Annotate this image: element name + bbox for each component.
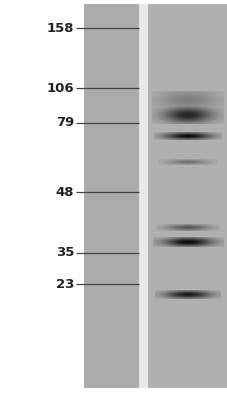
- Text: 23: 23: [56, 278, 74, 290]
- Bar: [84, 4, 138, 388]
- Text: 158: 158: [47, 22, 74, 34]
- Text: 106: 106: [47, 82, 74, 94]
- Text: 35: 35: [56, 246, 74, 260]
- Bar: [148, 4, 227, 388]
- Text: 48: 48: [56, 186, 74, 198]
- Bar: [138, 4, 148, 388]
- Text: 79: 79: [56, 116, 74, 130]
